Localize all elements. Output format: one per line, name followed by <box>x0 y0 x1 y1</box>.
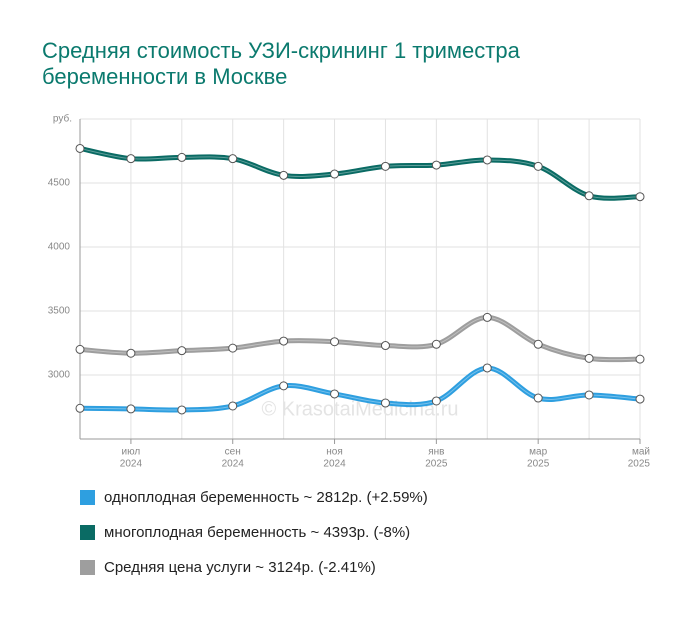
x-tick-label: июл <box>122 447 141 458</box>
x-tick-label: мар <box>529 447 547 458</box>
x-tick-label: 2025 <box>628 459 651 470</box>
data-point <box>177 346 187 356</box>
data-point <box>177 152 187 162</box>
data-point <box>380 341 390 351</box>
x-tick-label: 2024 <box>323 459 346 470</box>
y-tick-label: 3500 <box>48 306 71 317</box>
data-point <box>431 160 441 170</box>
x-tick-label: ноя <box>326 447 343 458</box>
data-point <box>330 169 340 179</box>
y-tick-label: 4500 <box>48 178 71 189</box>
data-point <box>533 393 543 403</box>
x-tick-label: янв <box>428 447 444 458</box>
data-point <box>431 339 441 349</box>
data-point <box>279 381 289 391</box>
series-line <box>79 145 641 201</box>
x-tick-label: 2025 <box>425 459 448 470</box>
data-point <box>330 389 340 399</box>
data-point <box>279 336 289 346</box>
data-point <box>126 154 136 164</box>
data-point <box>431 396 441 406</box>
data-point <box>126 348 136 358</box>
legend-label: многоплодная беременность ~ 4393р. (-8%) <box>104 524 410 541</box>
x-tick-label: 2024 <box>120 459 143 470</box>
data-point <box>584 191 594 201</box>
data-point <box>380 161 390 171</box>
x-tick-label: сен <box>225 447 241 458</box>
data-point <box>75 403 85 413</box>
legend-label: одноплодная беременность ~ 2812р. (+2.59… <box>104 489 428 506</box>
y-unit: руб. <box>53 113 72 125</box>
data-point <box>635 192 645 202</box>
legend-swatch <box>80 560 95 575</box>
data-point <box>482 363 492 373</box>
y-tick-label: 3000 <box>48 370 71 381</box>
data-point <box>584 390 594 400</box>
series-line <box>79 314 641 363</box>
data-point <box>279 170 289 180</box>
chart-title: беременности в Москве <box>42 64 287 89</box>
data-point <box>533 339 543 349</box>
x-tick-label: 2025 <box>527 459 550 470</box>
data-point <box>330 337 340 347</box>
legend-swatch <box>80 490 95 505</box>
data-point <box>228 343 238 353</box>
data-point <box>177 405 187 415</box>
data-point <box>228 154 238 164</box>
data-point <box>228 401 238 411</box>
y-tick-label: 4000 <box>48 242 71 253</box>
data-point <box>533 161 543 171</box>
data-point <box>380 398 390 408</box>
data-point <box>635 354 645 364</box>
data-point <box>584 353 594 363</box>
chart-title: Средняя стоимость УЗИ-скрининг 1 тримест… <box>42 38 521 63</box>
data-point <box>126 404 136 414</box>
data-point <box>482 155 492 165</box>
legend-swatch <box>80 525 95 540</box>
data-point <box>75 143 85 153</box>
data-point <box>635 394 645 404</box>
data-point <box>482 312 492 322</box>
x-tick-label: май <box>632 447 650 458</box>
legend-label: Средняя цена услуги ~ 3124р. (-2.41%) <box>104 559 376 576</box>
x-tick-label: 2024 <box>222 459 245 470</box>
data-point <box>75 344 85 354</box>
